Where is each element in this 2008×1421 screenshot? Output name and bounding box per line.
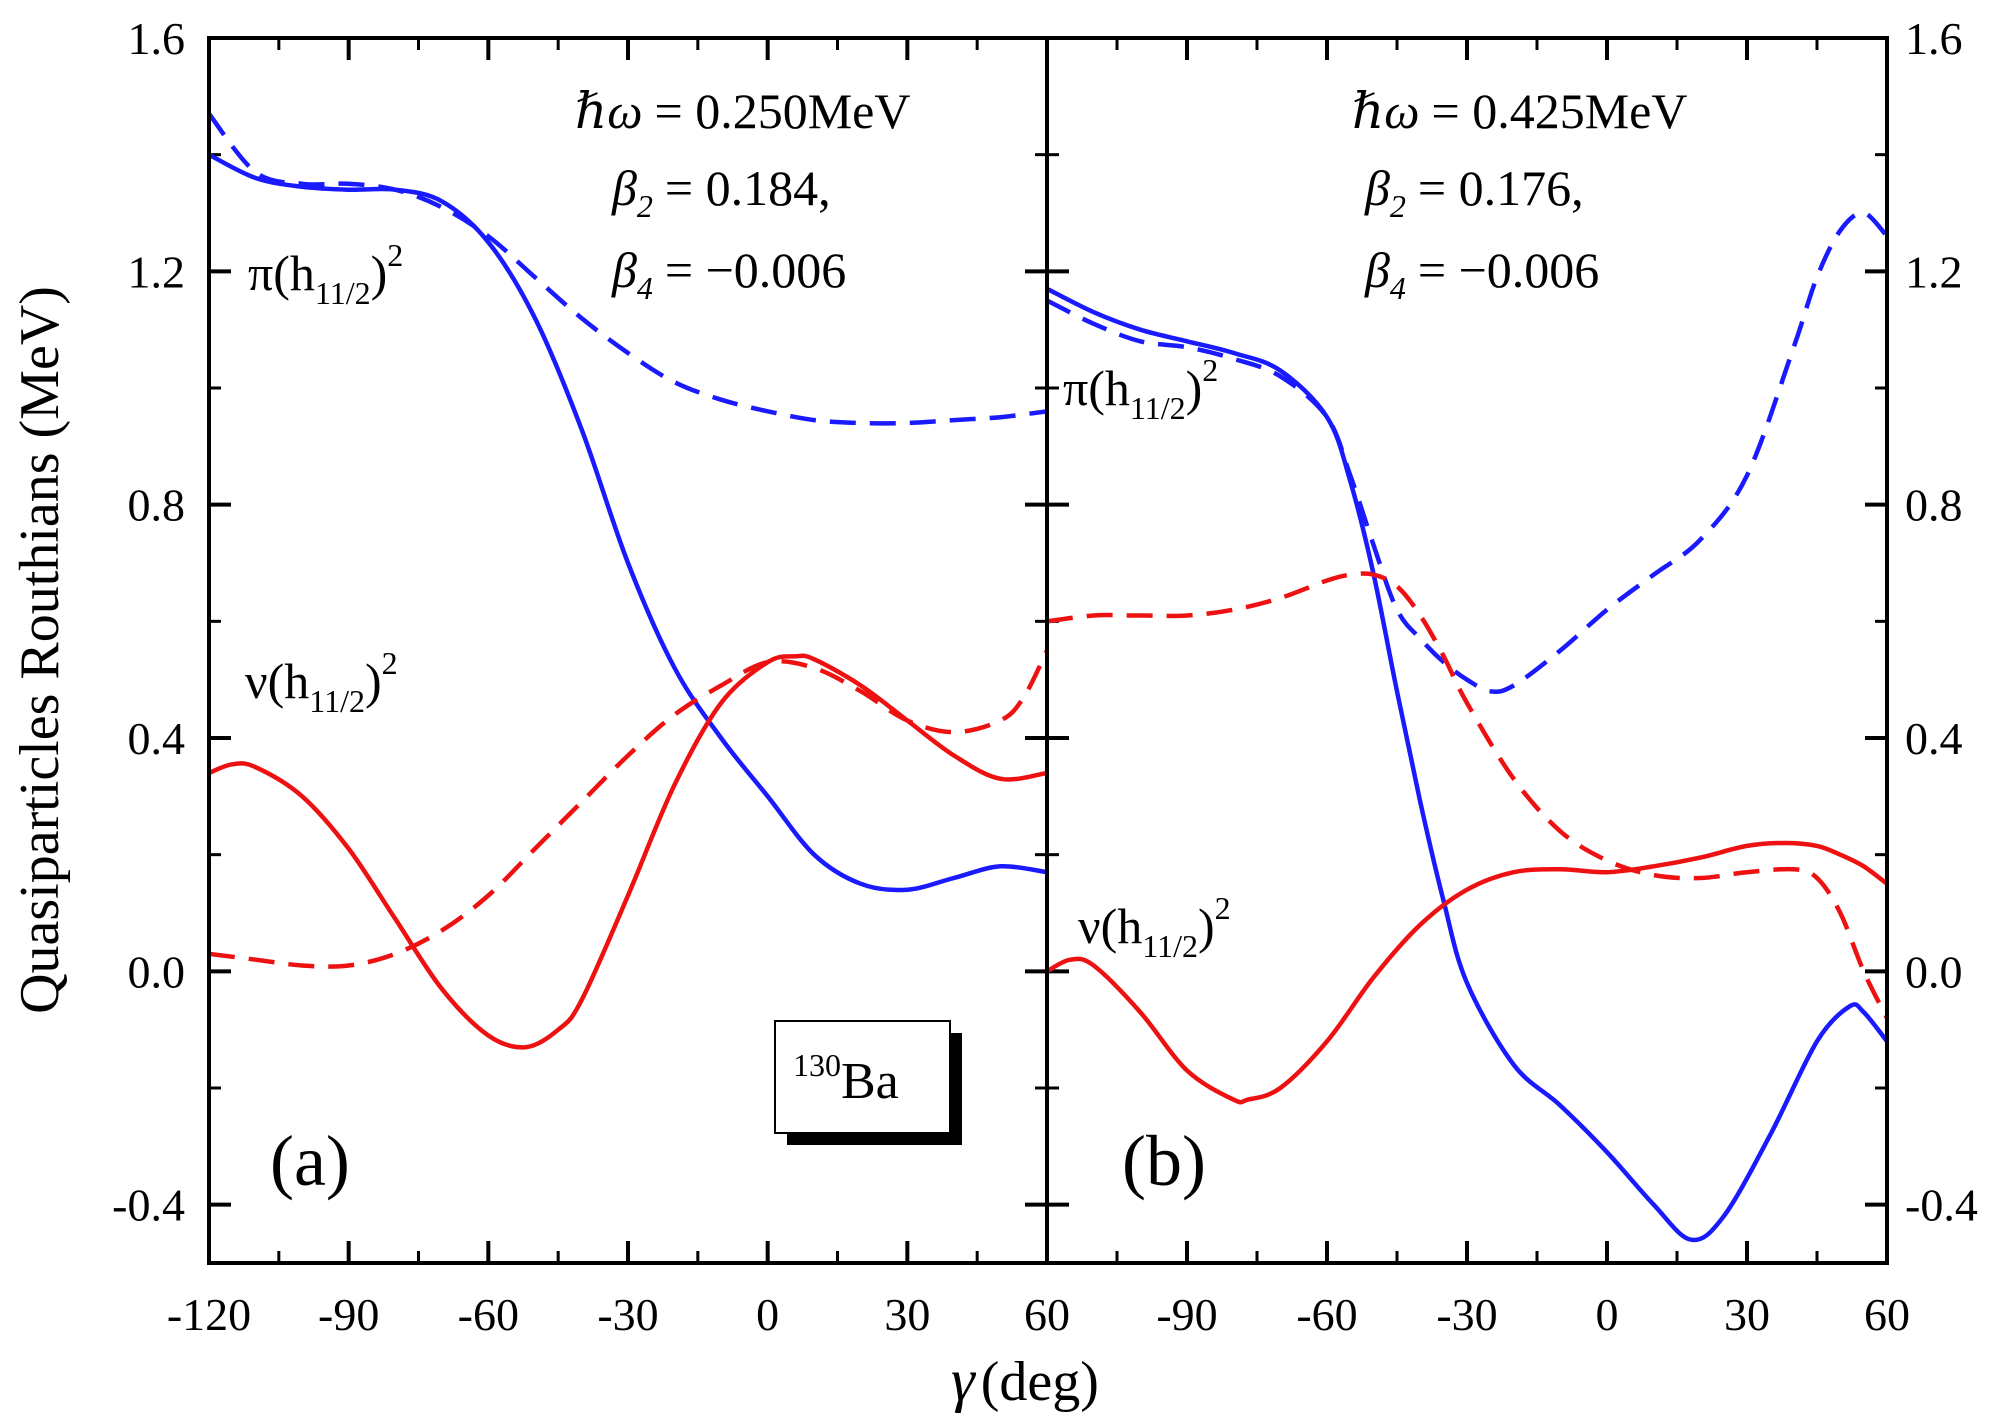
x-tick-label: -60 [1296, 1289, 1357, 1340]
x-tick-label: 30 [884, 1289, 930, 1340]
panel-b-beta4: β4 = −0.006 [1364, 242, 1599, 306]
panel-a-beta2: β2 = 0.184, [611, 160, 831, 224]
panel-b-beta2: β2 = 0.176, [1364, 160, 1584, 224]
x-tick-label: 0 [756, 1289, 779, 1340]
ticks-layer: 1.6 1.6 1.2 1.2 0.8 0.8 0.4 0.4 0.0 0.0 -0.4 -0.4 -1… [112, 13, 1978, 1340]
panel-a-omega: ℏω = 0.250MeV [575, 83, 910, 139]
x-tick-label: 60 [1024, 1289, 1070, 1340]
panel-a-letter: (a) [270, 1121, 350, 1201]
y-tick-label-left: -0.4 [112, 1180, 185, 1231]
x-axis-symbol: γ [951, 1347, 976, 1413]
panel-a-neutron-label: ν(h11/2)2 [245, 645, 398, 719]
y-axis-title: Quasiparticles Routhians (MeV) [9, 286, 71, 1014]
panel-a-proton-label: π(h11/2)2 [248, 237, 403, 311]
x-axis-unit: (deg) [981, 1351, 1099, 1413]
y-tick-label-right: 0.8 [1905, 480, 1963, 531]
panel-b-proton-label: π(h11/2)2 [1063, 352, 1218, 426]
x-tick-label: -60 [458, 1289, 519, 1340]
curves-layer [209, 112, 1887, 1243]
y-tick-label-right: 0.0 [1905, 946, 1963, 997]
panel-b-proton-solid-curve [1047, 286, 1887, 1243]
panel-b-neutron-label: ν(h11/2)2 [1078, 890, 1231, 964]
x-tick-label: -30 [597, 1289, 658, 1340]
nucleus-label-box: 130Ba [774, 1020, 962, 1145]
panel-b-neutron-solid-curve [1047, 840, 1887, 1105]
panel-a-beta4: β4 = −0.006 [611, 242, 846, 306]
y-tick-label-left: 1.6 [128, 13, 186, 64]
y-tick-label-left: 1.2 [128, 246, 186, 297]
y-tick-label-left: 0.4 [128, 713, 186, 764]
y-tick-label-right: -0.4 [1905, 1180, 1978, 1231]
panel-b-omega: ℏω = 0.425MeV [1352, 83, 1687, 139]
x-tick-label: 60 [1864, 1289, 1910, 1340]
y-tick-label-left: 0.8 [128, 480, 186, 531]
panel-b-proton-dashed-curve [1047, 210, 1887, 695]
y-tick-label-right: 1.6 [1905, 13, 1963, 64]
panel-b-frame [1045, 36, 1889, 1265]
panel-b-params: ℏω = 0.425MeV β2 = 0.176, β4 = −0.006 [1352, 83, 1687, 306]
panel-a-neutron-dashed-curve [209, 649, 1047, 969]
y-tick-label-right: 0.4 [1905, 713, 1963, 764]
panel-a-proton-solid-curve [209, 152, 1047, 893]
nucleus-label: 130Ba [793, 1047, 899, 1110]
panel-a-neutron-solid-curve [209, 653, 1047, 1050]
x-tick-label: 30 [1724, 1289, 1770, 1340]
panel-a-proton-dashed-curve [209, 112, 1047, 426]
x-tick-label: -90 [318, 1289, 379, 1340]
y-tick-label-right: 1.2 [1905, 246, 1963, 297]
x-tick-label: 0 [1596, 1289, 1619, 1340]
x-tick-label: -30 [1436, 1289, 1497, 1340]
x-axis-title: γ (deg) [951, 1347, 1099, 1413]
x-tick-label: -90 [1156, 1289, 1217, 1340]
x-tick-label: -120 [167, 1289, 251, 1340]
panel-b-letter: (b) [1122, 1121, 1206, 1201]
panel-a-params: ℏω = 0.250MeV β2 = 0.184, β4 = −0.006 [575, 83, 910, 306]
panel-b-neutron-dashed-curve [1047, 571, 1887, 1020]
y-tick-label-left: 0.0 [128, 946, 186, 997]
